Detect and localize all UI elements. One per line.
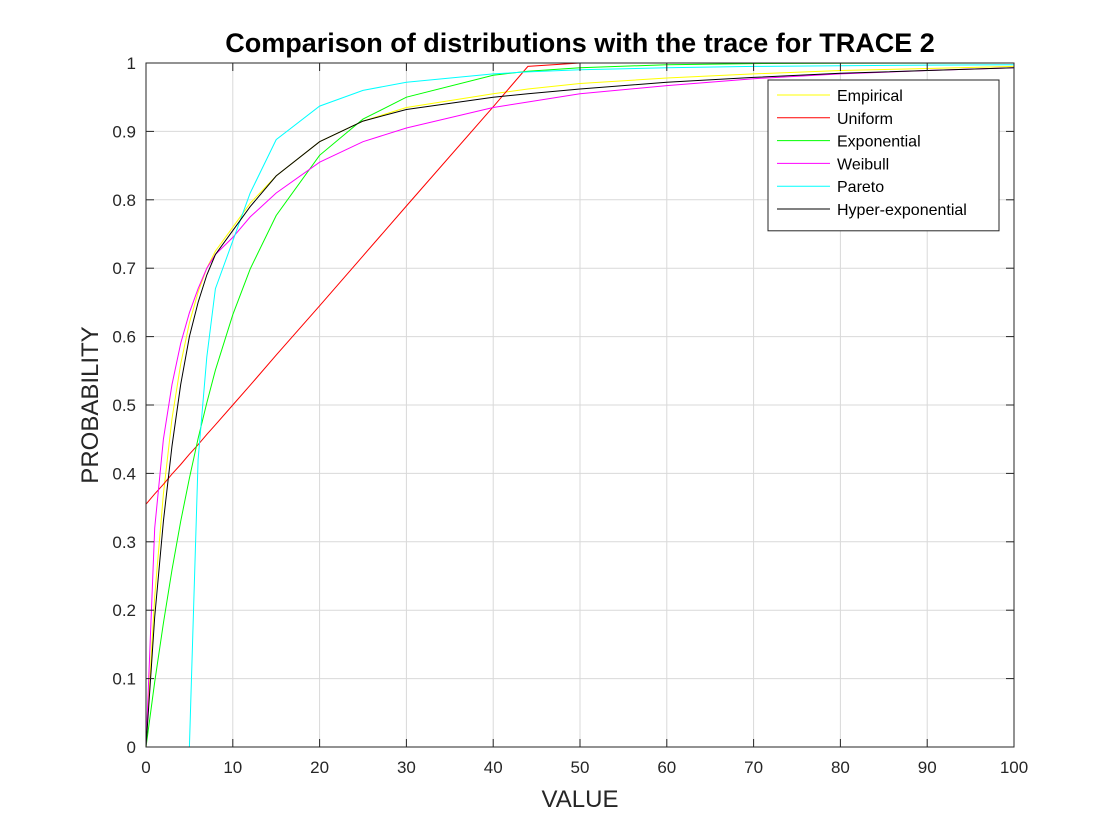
x-tick-label: 30 (397, 758, 416, 777)
y-tick-label: 0.7 (112, 259, 136, 278)
x-tick-label: 70 (744, 758, 763, 777)
chart-title: Comparison of distributions with the tra… (225, 28, 935, 58)
y-tick-label: 0.4 (112, 464, 136, 483)
x-tick-label: 10 (223, 758, 242, 777)
y-tick-label: 0.9 (112, 122, 136, 141)
y-tick-label: 0.6 (112, 328, 136, 347)
x-tick-label: 0 (141, 758, 150, 777)
series-line-exponential (145, 62, 1015, 748)
x-axis-label: VALUE (542, 786, 619, 813)
legend-box (767, 79, 1000, 232)
ticks: 0 10 20 30 40 50 60 70 80 90 100 0 0.1 0.2 0.3 0.4 0.5 0.… (112, 54, 1028, 777)
x-tick-label: 50 (571, 758, 590, 777)
legend: Empirical Uniform Exponential Weibull Pareto… (767, 79, 1000, 232)
y-tick-label: 0.8 (112, 191, 136, 210)
x-tick-label: 90 (918, 758, 937, 777)
x-tick-label: 100 (1000, 758, 1028, 777)
grid (146, 63, 1014, 747)
x-tick-label: 80 (831, 758, 850, 777)
series-line-weibull (145, 67, 1015, 748)
legend-label-empirical: Empirical (837, 88, 903, 105)
series-line-hyper-exponential (145, 67, 1015, 748)
y-tick-label: 0.1 (112, 670, 136, 689)
y-axis-label: PROBABILITY (77, 326, 104, 483)
y-tick-label: 0 (127, 738, 136, 757)
legend-label-uniform: Uniform (837, 111, 893, 128)
y-tick-label: 0.2 (112, 601, 136, 620)
legend-label-weibull: Weibull (837, 156, 889, 173)
x-tick-label: 20 (310, 758, 329, 777)
series-layer (145, 62, 1015, 748)
y-tick-label: 1 (127, 54, 136, 73)
legend-label-hyper-exponential: Hyper-exponential (837, 202, 967, 219)
y-tick-label: 0.3 (112, 533, 136, 552)
legend-label-exponential: Exponential (837, 134, 921, 151)
legend-label-pareto: Pareto (837, 179, 884, 196)
y-tick-label: 0.5 (112, 396, 136, 415)
x-tick-label: 40 (484, 758, 503, 777)
x-tick-label: 60 (657, 758, 676, 777)
